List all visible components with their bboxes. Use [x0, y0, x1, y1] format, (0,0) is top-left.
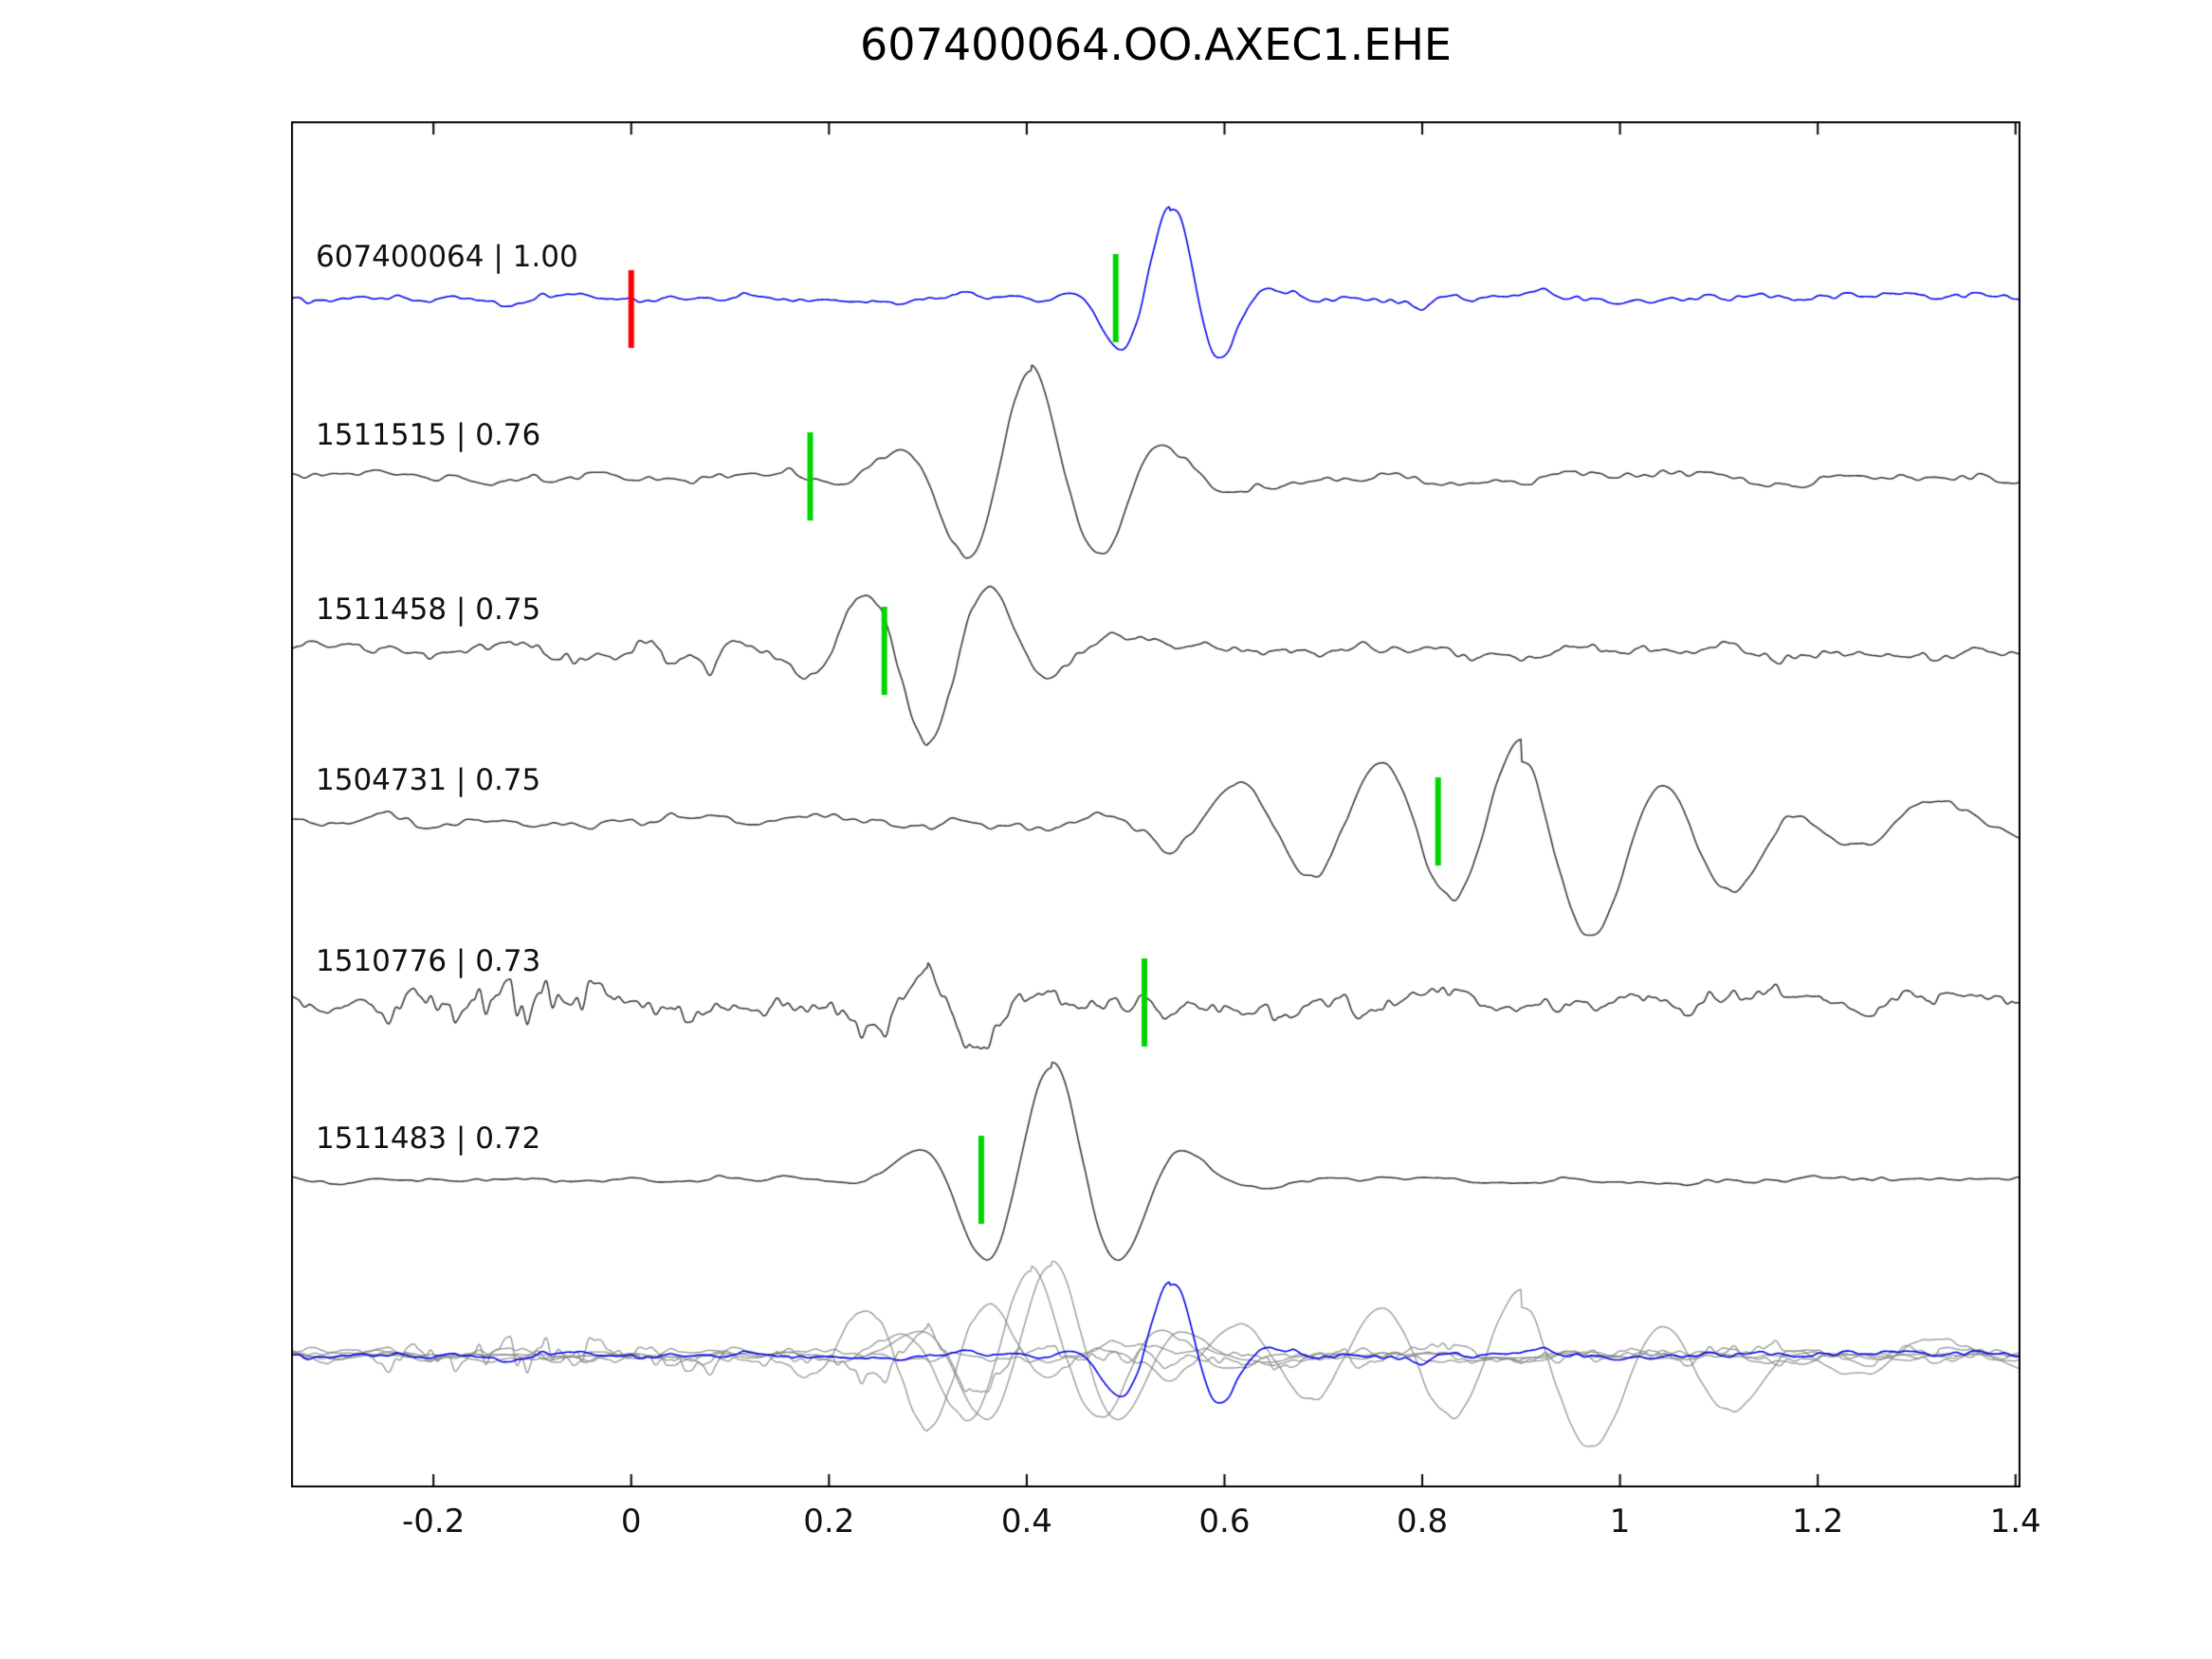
waveform-canvas	[291, 121, 2020, 1487]
x-tick-label: 0.2	[803, 1503, 855, 1540]
x-tick-label: -0.2	[402, 1503, 466, 1540]
trace-label-1504731: 1504731 | 0.75	[316, 763, 541, 797]
trace-label-1511483: 1511483 | 0.72	[316, 1121, 541, 1156]
trace-label-1511515: 1511515 | 0.76	[316, 418, 541, 452]
x-tick-label: 0.6	[1198, 1503, 1251, 1540]
trace-label-1510776: 1510776 | 0.73	[316, 944, 541, 978]
x-tick-label: 1.4	[1989, 1503, 2041, 1540]
x-tick-label: 0.8	[1397, 1503, 1449, 1540]
trace-label-1511458: 1511458 | 0.75	[316, 592, 541, 627]
x-tick-label: 1	[1609, 1503, 1631, 1540]
figure-title: 607400064.OO.AXEC1.EHE	[860, 19, 1452, 70]
trace-label-607400064: 607400064 | 1.00	[316, 240, 578, 274]
x-tick-label: 1.2	[1792, 1503, 1844, 1540]
x-tick-label: 0	[620, 1503, 642, 1540]
x-tick-label: 0.4	[1000, 1503, 1052, 1540]
